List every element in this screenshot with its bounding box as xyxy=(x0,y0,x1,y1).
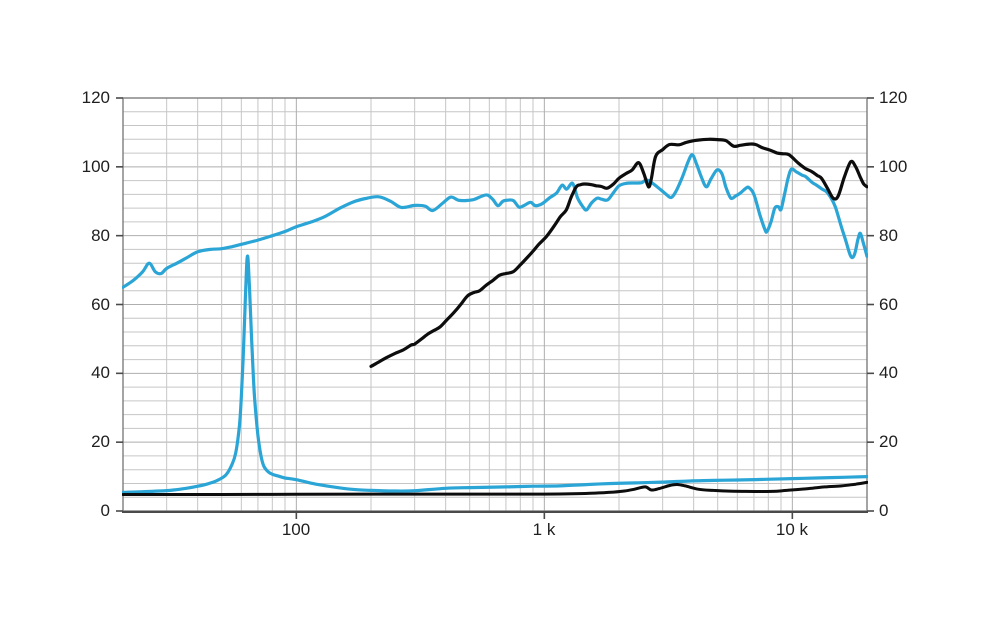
y-right-tick-60: 60 xyxy=(879,295,898,314)
y-right-tick-100: 100 xyxy=(879,157,908,176)
curve-spl-response-blue xyxy=(122,153,868,289)
y-right-tick-80: 80 xyxy=(879,226,898,245)
curve-impedance-black xyxy=(122,480,868,497)
y-left-tick-0: 0 xyxy=(100,501,110,520)
x-tick-100: 100 xyxy=(281,520,311,539)
curve-spl-response-black xyxy=(369,137,868,368)
y-left-tick-120: 120 xyxy=(81,88,110,107)
y-right-tick-20: 20 xyxy=(879,432,898,451)
x-tick-1k: 1 k xyxy=(532,520,556,539)
y-right-tick-0: 0 xyxy=(879,501,889,520)
y-left-tick-80: 80 xyxy=(91,226,110,245)
y-left-tick-40: 40 xyxy=(91,363,110,382)
x-tick-10k: 10 k xyxy=(775,520,809,539)
y-right-tick-120: 120 xyxy=(879,88,908,107)
curve-impedance-blue xyxy=(122,254,868,494)
y-left-tick-20: 20 xyxy=(91,432,110,451)
y-left-tick-100: 100 xyxy=(81,157,110,176)
y-left-tick-60: 60 xyxy=(91,295,110,314)
y-right-tick-40: 40 xyxy=(879,363,898,382)
